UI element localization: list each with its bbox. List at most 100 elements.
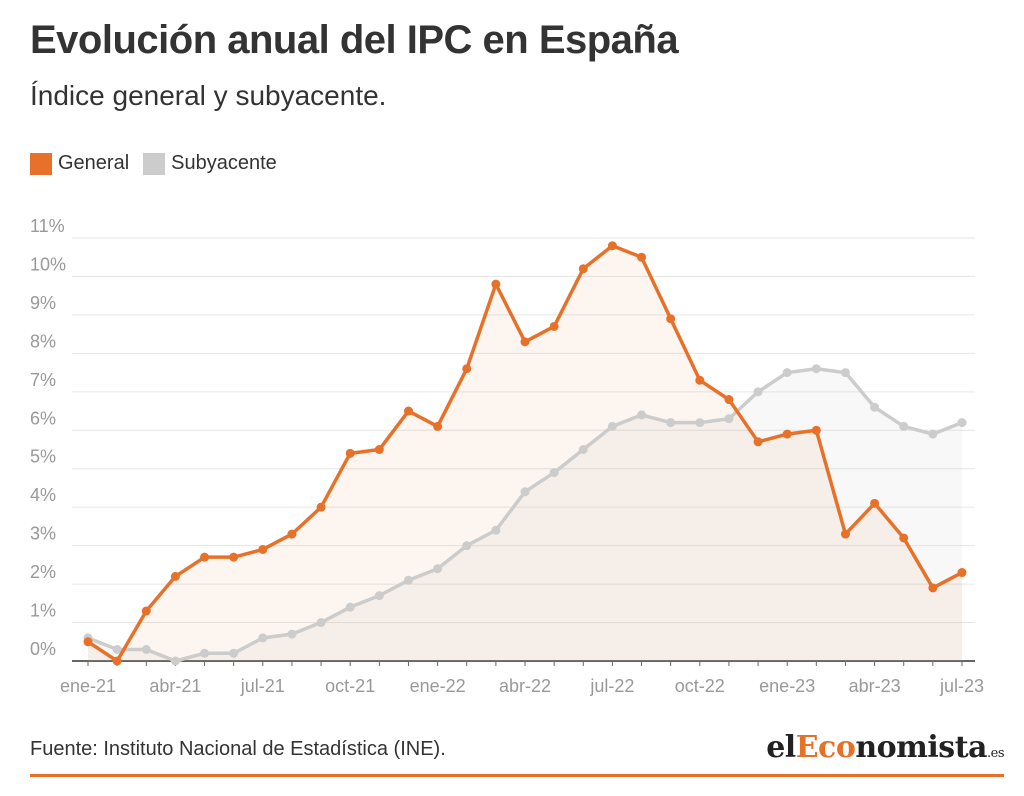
point-general-feb-23 <box>811 425 821 435</box>
point-subyacente-ene-22 <box>433 564 443 574</box>
point-subyacente-nov-21 <box>374 591 384 601</box>
point-general-oct-22 <box>695 375 705 385</box>
y-tick-label: 3% <box>30 524 56 544</box>
point-subyacente-jul-23 <box>957 418 967 428</box>
source-note: Fuente: Instituto Nacional de Estadístic… <box>30 738 446 760</box>
point-subyacente-mar-22 <box>491 525 501 535</box>
point-subyacente-dic-21 <box>403 575 413 585</box>
point-subyacente-abr-22 <box>520 487 530 497</box>
logo-accent: Eco <box>795 730 856 765</box>
y-tick-label: 6% <box>30 408 56 428</box>
legend-swatch-general <box>30 152 52 175</box>
point-subyacente-jun-22 <box>578 445 588 454</box>
x-tick-label: abr-22 <box>499 676 551 696</box>
x-tick-label: oct-21 <box>325 676 375 696</box>
legend-label-general: General <box>58 152 130 174</box>
legend-item-general: General <box>30 152 129 175</box>
bottom-rule <box>30 774 1004 777</box>
chart-subtitle: Índice general y subyacente. <box>30 80 387 111</box>
area-general <box>88 245 962 661</box>
y-tick-label: 9% <box>30 293 56 313</box>
point-subyacente-feb-21 <box>112 644 122 654</box>
point-subyacente-oct-22 <box>695 418 705 428</box>
point-subyacente-jul-21 <box>258 633 268 643</box>
x-tick-label: abr-23 <box>849 676 901 696</box>
point-general-jul-22 <box>607 241 617 251</box>
point-subyacente-feb-23 <box>811 364 821 374</box>
line-chart: 0% 1% 2% 3% 4% 5% 6% 7% 8% 9% 10% 11% ene-21 abr-21 ju… <box>30 216 984 696</box>
point-general-abr-23 <box>870 498 880 508</box>
point-general-mar-21 <box>141 606 151 616</box>
point-subyacente-jun-21 <box>229 648 239 658</box>
point-general-dic-22 <box>753 437 763 447</box>
point-subyacente-jun-23 <box>928 429 938 439</box>
point-subyacente-jul-22 <box>607 421 617 431</box>
point-subyacente-feb-22 <box>462 541 472 551</box>
x-tick-label: abr-21 <box>149 676 201 696</box>
x-tick-label: jul-22 <box>589 676 634 696</box>
y-tick-label: 2% <box>30 562 56 582</box>
x-tick-label: oct-22 <box>675 676 725 696</box>
y-tick-label: 10% <box>30 254 66 274</box>
legend: General Subyacente <box>30 152 291 175</box>
point-general-abr-22 <box>520 337 530 347</box>
point-general-feb-22 <box>462 364 472 374</box>
y-tick-label: 0% <box>30 639 56 659</box>
y-tick-label: 1% <box>30 601 56 621</box>
x-tick-label: ene-23 <box>759 676 815 696</box>
point-general-jul-23 <box>957 568 967 578</box>
logo-tld: .es <box>987 746 1005 761</box>
point-general-mar-22 <box>491 279 501 289</box>
point-subyacente-may-22 <box>549 468 559 478</box>
x-tick-label: jul-21 <box>240 676 285 696</box>
logo-suffix: nomista <box>855 730 987 765</box>
point-general-jun-22 <box>578 264 588 274</box>
point-general-abr-21 <box>170 571 180 581</box>
y-tick-label: 11% <box>30 216 65 236</box>
y-tick-label: 5% <box>30 447 56 467</box>
point-general-jun-23 <box>928 583 938 593</box>
point-general-jun-21 <box>229 552 239 562</box>
point-general-may-23 <box>899 533 909 543</box>
point-subyacente-oct-21 <box>345 602 355 612</box>
point-subyacente-sep-21 <box>316 618 326 628</box>
publisher-logo: elEconomista.es <box>766 730 1004 765</box>
point-subyacente-abr-23 <box>870 402 880 412</box>
point-subyacente-nov-22 <box>724 414 734 424</box>
point-subyacente-may-23 <box>899 421 909 431</box>
point-subyacente-dic-22 <box>753 387 763 397</box>
legend-item-subyacente: Subyacente <box>143 152 277 175</box>
point-subyacente-may-21 <box>200 648 210 658</box>
point-general-may-22 <box>549 321 559 331</box>
chart-title: Evolución anual del IPC en España <box>30 18 679 62</box>
y-tick-label: 8% <box>30 331 56 351</box>
point-subyacente-mar-23 <box>840 368 850 378</box>
point-subyacente-ago-22 <box>637 410 647 420</box>
point-subyacente-ago-21 <box>287 629 297 639</box>
point-general-sep-21 <box>316 502 326 512</box>
point-general-ago-21 <box>287 529 297 539</box>
point-general-nov-22 <box>724 395 734 405</box>
point-subyacente-sep-22 <box>666 418 676 428</box>
x-tick-label: ene-21 <box>60 676 116 696</box>
area-subyacente <box>88 368 962 661</box>
y-tick-label: 7% <box>30 370 56 390</box>
point-general-feb-21 <box>112 656 122 666</box>
legend-label-subyacente: Subyacente <box>171 152 277 174</box>
point-general-oct-21 <box>345 448 355 458</box>
x-tick-label: ene-22 <box>410 676 466 696</box>
point-subyacente-ene-23 <box>782 368 792 378</box>
point-general-may-21 <box>200 552 210 562</box>
point-general-jul-21 <box>258 544 268 554</box>
point-general-ene-22 <box>433 421 443 431</box>
point-general-dic-21 <box>403 406 413 416</box>
legend-swatch-subyacente <box>143 152 166 175</box>
x-tick-label: jul-23 <box>939 676 984 696</box>
y-tick-label: 4% <box>30 485 56 505</box>
point-subyacente-mar-21 <box>141 644 151 654</box>
point-general-ene-21 <box>83 637 93 647</box>
point-subyacente-abr-21 <box>170 656 180 666</box>
point-general-mar-23 <box>840 529 850 539</box>
logo-prefix: el <box>766 730 796 765</box>
point-general-nov-21 <box>374 445 384 454</box>
